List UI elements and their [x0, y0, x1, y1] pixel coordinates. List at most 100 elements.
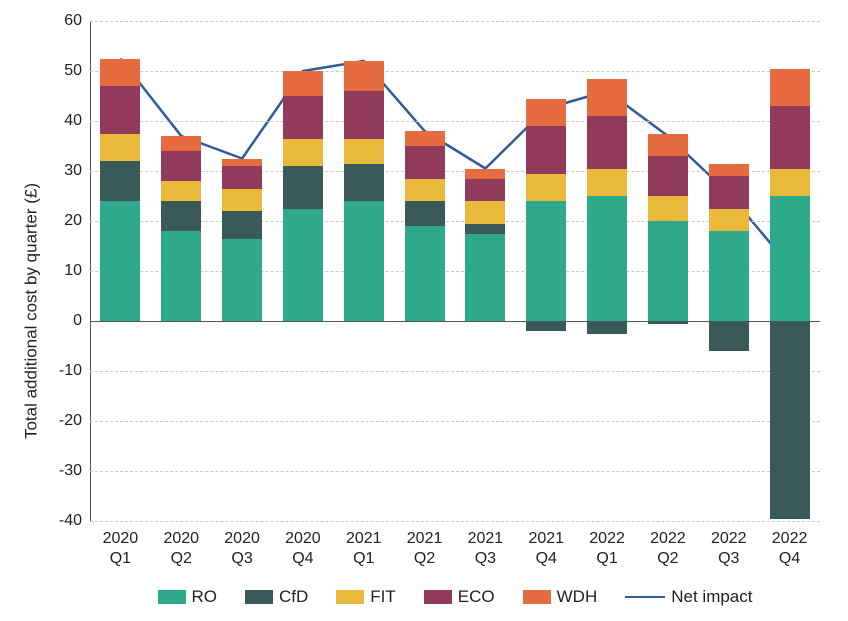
bar-segment-ro: [405, 226, 445, 321]
legend-label: ECO: [458, 587, 495, 607]
legend-item-fit: FIT: [336, 587, 396, 607]
y-tick-label: 60: [64, 12, 90, 30]
bar-segment-eco: [100, 86, 140, 134]
x-tick-label: 2022Q2: [650, 521, 686, 569]
bar-segment-wdh: [465, 169, 505, 179]
x-tick-label: 2022Q4: [772, 521, 808, 569]
bar-segment-fit: [587, 169, 627, 197]
bar-segment-cfd: [405, 201, 445, 226]
y-tick-label: 30: [64, 162, 90, 180]
plot-area: -40-30-20-1001020304050602020Q12020Q2202…: [90, 20, 820, 521]
y-tick-label: -40: [59, 512, 90, 530]
bar-segment-eco: [344, 91, 384, 139]
x-tick-label: 2021Q2: [407, 521, 443, 569]
legend-label: CfD: [279, 587, 308, 607]
y-tick-label: -10: [59, 362, 90, 380]
bar-segment-ro: [709, 231, 749, 321]
bar-segment-wdh: [709, 164, 749, 177]
x-tick-label: 2021Q3: [468, 521, 504, 569]
bar-segment-cfd: [526, 321, 566, 331]
bar-segment-cfd: [283, 166, 323, 209]
bar-segment-eco: [465, 179, 505, 202]
bar-group: [405, 21, 445, 521]
net-impact-polyline: [120, 59, 789, 267]
bar-segment-fit: [161, 181, 201, 201]
bar-group: [526, 21, 566, 521]
y-tick-label: 40: [64, 112, 90, 130]
bar-segment-wdh: [283, 71, 323, 96]
legend-item-ro: RO: [158, 587, 218, 607]
bar-segment-cfd: [465, 224, 505, 234]
y-tick-label: -30: [59, 462, 90, 480]
legend-swatch: [523, 590, 551, 604]
bar-segment-fit: [405, 179, 445, 202]
legend-label: Net impact: [671, 587, 752, 607]
y-tick-label: 0: [73, 312, 90, 330]
bar-segment-cfd: [770, 321, 810, 519]
legend-label: WDH: [557, 587, 598, 607]
bar-segment-wdh: [405, 131, 445, 146]
bar-segment-fit: [344, 139, 384, 164]
bar-group: [465, 21, 505, 521]
legend-line-swatch: [625, 596, 665, 599]
bar-segment-fit: [648, 196, 688, 221]
bar-segment-wdh: [161, 136, 201, 151]
bar-segment-fit: [100, 134, 140, 162]
bar-segment-wdh: [770, 69, 810, 107]
bar-segment-eco: [648, 156, 688, 196]
bar-segment-eco: [587, 116, 627, 169]
chart-container: Total additional cost by quarter (£) -40…: [0, 0, 848, 621]
bar-segment-ro: [161, 231, 201, 321]
legend-item-wdh: WDH: [523, 587, 598, 607]
bar-group: [100, 21, 140, 521]
bar-segment-cfd: [648, 321, 688, 324]
bar-group: [709, 21, 749, 521]
legend-item-cfd: CfD: [245, 587, 308, 607]
bar-segment-eco: [405, 146, 445, 179]
bar-segment-wdh: [526, 99, 566, 127]
y-axis-title: Total additional cost by quarter (£): [22, 182, 42, 438]
y-tick-label: 10: [64, 262, 90, 280]
bar-group: [587, 21, 627, 521]
bar-segment-ro: [344, 201, 384, 321]
legend: RO CfD FIT ECO WDH Net impact: [90, 587, 820, 607]
y-axis-line: [90, 21, 91, 521]
bar-segment-ro: [283, 209, 323, 322]
x-tick-label: 2022Q1: [589, 521, 625, 569]
bar-segment-ro: [526, 201, 566, 321]
bar-segment-fit: [283, 139, 323, 167]
bar-segment-cfd: [222, 211, 262, 239]
x-tick-label: 2021Q1: [346, 521, 382, 569]
x-tick-label: 2022Q3: [711, 521, 747, 569]
bar-segment-ro: [465, 234, 505, 322]
bar-segment-fit: [770, 169, 810, 197]
bar-group: [161, 21, 201, 521]
bar-segment-ro: [222, 239, 262, 322]
y-tick-label: 50: [64, 62, 90, 80]
bar-segment-fit: [222, 189, 262, 212]
bar-segment-cfd: [100, 161, 140, 201]
x-tick-label: 2020Q1: [103, 521, 139, 569]
bar-group: [222, 21, 262, 521]
bar-segment-fit: [526, 174, 566, 202]
bar-segment-cfd: [587, 321, 627, 334]
bar-segment-wdh: [648, 134, 688, 157]
bar-segment-wdh: [222, 159, 262, 167]
bar-segment-eco: [161, 151, 201, 181]
bar-segment-ro: [770, 196, 810, 321]
bar-segment-cfd: [344, 164, 384, 202]
bar-segment-cfd: [709, 321, 749, 351]
bar-segment-fit: [465, 201, 505, 224]
x-tick-label: 2020Q3: [224, 521, 260, 569]
legend-item-eco: ECO: [424, 587, 495, 607]
x-tick-label: 2020Q2: [163, 521, 199, 569]
bar-segment-cfd: [161, 201, 201, 231]
legend-swatch: [424, 590, 452, 604]
legend-item-net-impact: Net impact: [625, 587, 752, 607]
bar-segment-wdh: [587, 79, 627, 117]
bar-segment-eco: [283, 96, 323, 139]
bar-segment-ro: [100, 201, 140, 321]
legend-label: RO: [192, 587, 218, 607]
bar-segment-wdh: [100, 59, 140, 87]
bar-segment-wdh: [344, 61, 384, 91]
